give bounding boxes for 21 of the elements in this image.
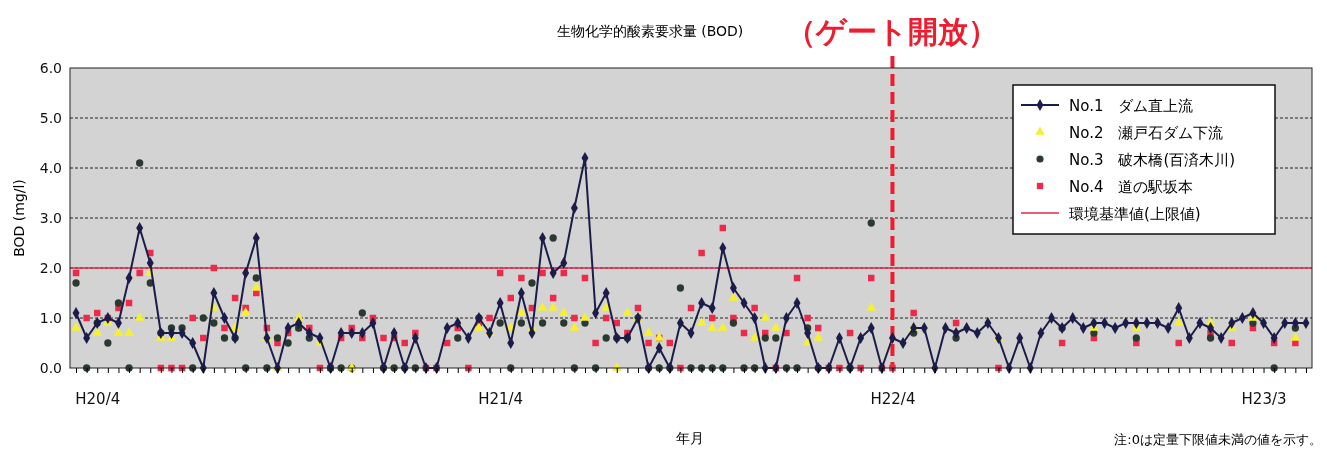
legend-label: No.1 ダム直上流 bbox=[1069, 97, 1194, 115]
y-tick-label: 3.0 bbox=[39, 209, 62, 226]
legend-label: 環境基準値(上限値) bbox=[1069, 205, 1201, 223]
x-tick-label: H22/4 bbox=[870, 389, 916, 408]
y-tick-label: 0.0 bbox=[39, 359, 62, 376]
ref-line-label: （ゲート開放） bbox=[786, 14, 999, 49]
x-tick-label: H20/4 bbox=[75, 389, 121, 408]
legend-label: No.3 破木橋(百済木川) bbox=[1069, 151, 1236, 169]
x-axis-title: 年月 bbox=[676, 430, 704, 446]
legend-label: No.2 瀬戸石ダム下流 bbox=[1069, 124, 1224, 142]
x-tick-label: H21/4 bbox=[478, 389, 524, 408]
x-tick-label: H23/3 bbox=[1241, 389, 1287, 408]
y-tick-label: 1.0 bbox=[39, 309, 62, 326]
text: 注:0は定量下限値未満の値を示す。 bbox=[1114, 432, 1322, 447]
legend-label: No.4 道の駅坂本 bbox=[1069, 178, 1194, 196]
y-axis-title: BOD (mg/l) bbox=[11, 179, 27, 257]
y-tick-label: 2.0 bbox=[39, 259, 62, 276]
y-tick-label: 6.0 bbox=[39, 59, 62, 76]
chart-title: 生物化学的酸素要求量 (BOD) bbox=[556, 23, 744, 39]
y-tick-label: 4.0 bbox=[39, 159, 62, 176]
y-tick-label: 5.0 bbox=[39, 109, 62, 126]
